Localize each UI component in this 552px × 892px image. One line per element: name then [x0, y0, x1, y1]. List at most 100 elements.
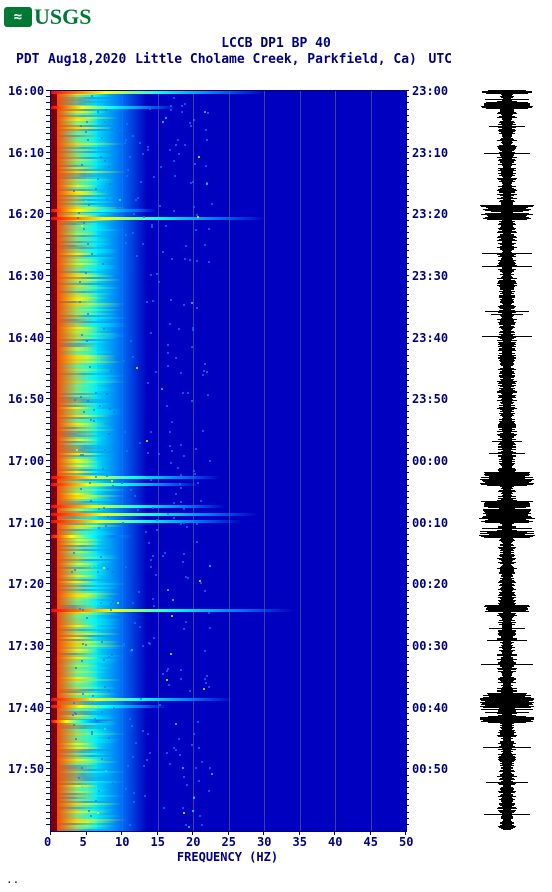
tick-left	[46, 688, 50, 689]
tick-right	[405, 146, 409, 147]
spectro-speckle	[89, 366, 91, 368]
spectro-speckle	[167, 344, 169, 346]
tick-right	[405, 121, 409, 122]
spectro-speckle	[98, 790, 100, 792]
spectro-speckle	[75, 738, 77, 740]
footmark: ..	[6, 873, 19, 886]
tick-left	[46, 633, 50, 634]
tick-left	[46, 423, 50, 424]
spectro-speckle	[203, 370, 205, 372]
tick-x	[86, 831, 87, 835]
y-left-tick-label: 17:40	[8, 701, 44, 715]
tick-left	[46, 534, 50, 535]
tick-right	[405, 701, 409, 702]
spectro-burst	[51, 520, 242, 523]
spectro-speckle	[133, 213, 135, 215]
spectro-speckle	[95, 476, 97, 478]
spectro-speckle	[167, 589, 169, 591]
spectro-speckle	[146, 440, 148, 442]
tick-left	[46, 127, 50, 128]
tick-left	[46, 226, 50, 227]
spectro-speckle	[167, 352, 169, 354]
spectro-speckle	[180, 501, 182, 503]
tick-left	[46, 109, 50, 110]
x-tick-label: 5	[80, 835, 87, 849]
spectro-speckle	[158, 281, 160, 283]
x-axis-label: FREQUENCY (HZ)	[50, 850, 405, 864]
spectro-burst	[51, 217, 266, 220]
gridline	[264, 91, 265, 831]
tick-right	[405, 534, 409, 535]
tick-right	[405, 620, 409, 621]
tick-left	[46, 546, 50, 547]
tick-right	[405, 232, 409, 233]
spectro-speckle	[166, 752, 168, 754]
tick-right	[405, 226, 409, 227]
tick-left	[46, 701, 50, 702]
spectro-speckle	[127, 765, 129, 767]
spectro-speckle	[113, 197, 115, 199]
spectro-speckle	[171, 615, 173, 617]
spectro-speckle	[185, 824, 187, 826]
spectro-speckle	[85, 131, 87, 133]
spectro-speckle	[207, 394, 209, 396]
spectro-speckle	[74, 569, 76, 571]
spectro-speckle	[129, 824, 131, 826]
y-left-tick-label: 16:30	[8, 269, 44, 283]
tick-right	[405, 361, 409, 362]
tick-right	[405, 300, 409, 301]
spectro-speckle	[204, 244, 206, 246]
spectro-speckle	[173, 502, 175, 504]
y-right-tick-label: 23:30	[412, 269, 448, 283]
tick-right	[405, 756, 409, 757]
spectro-speckle	[72, 714, 74, 716]
tick-left	[46, 725, 50, 726]
spectro-speckle	[131, 725, 133, 727]
tick-right	[405, 275, 409, 276]
spectro-speckle	[206, 371, 208, 373]
spectro-speckle	[185, 621, 187, 623]
spectro-speckle	[193, 119, 195, 121]
spectro-speckle	[73, 702, 75, 704]
spectro-speckle	[204, 111, 206, 113]
spectro-speckle	[189, 122, 191, 124]
gridline	[300, 91, 301, 831]
spectro-speckle	[86, 340, 88, 342]
spectro-speckle	[110, 370, 112, 372]
tick-right	[405, 201, 409, 202]
spectro-speckle	[193, 470, 195, 472]
spectro-speckle	[195, 229, 197, 231]
spectro-speckle	[180, 474, 182, 476]
spectro-speckle	[81, 532, 83, 534]
spectro-speckle	[209, 565, 211, 567]
tick-x	[228, 831, 229, 835]
spectro-speckle	[183, 776, 185, 778]
tick-right	[405, 799, 409, 800]
tick-left	[46, 565, 50, 566]
tick-right	[405, 553, 409, 554]
spectro-speckle	[147, 733, 149, 735]
spectro-speckle	[193, 733, 195, 735]
spectro-speckle	[155, 574, 157, 576]
spectro-speckle	[95, 188, 97, 190]
tick-right	[405, 263, 409, 264]
tick-right	[405, 528, 409, 529]
spectro-speckle	[211, 203, 213, 205]
tick-left	[46, 139, 50, 140]
spectro-speckle	[80, 125, 82, 127]
y-right-tick-label: 00:30	[412, 639, 448, 653]
tick-left	[46, 250, 50, 251]
spectro-speckle	[91, 731, 93, 733]
tick-left	[46, 213, 50, 214]
spectro-speckle	[159, 704, 161, 706]
tick-left	[46, 429, 50, 430]
spectro-burst	[51, 535, 133, 538]
spectro-speckle	[81, 786, 83, 788]
tick-right	[405, 750, 409, 751]
tick-right	[405, 694, 409, 695]
tick-left	[46, 503, 50, 504]
spectro-speckle	[164, 552, 166, 554]
tick-x	[192, 831, 193, 835]
x-tick-label: 45	[364, 835, 378, 849]
spectro-speckle	[136, 255, 138, 257]
